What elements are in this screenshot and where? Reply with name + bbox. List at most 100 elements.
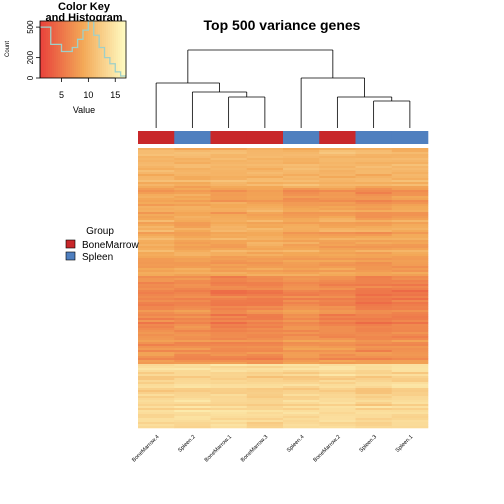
heatmap-cell [319, 348, 356, 351]
heatmap-cell [355, 238, 393, 241]
heatmap-cell [246, 218, 284, 221]
heatmap-cell [355, 186, 393, 189]
heatmap-cell [210, 416, 248, 419]
heatmap-cell [210, 230, 248, 233]
heatmap-cell [319, 352, 356, 355]
heatmap-cell [210, 350, 248, 353]
heatmap-cell [174, 424, 211, 427]
heatmap-cell [319, 238, 356, 241]
heatmap-cell [283, 308, 320, 311]
heatmap-cell [246, 276, 284, 279]
heatmap-cell [319, 218, 356, 221]
heatmap-cell [174, 206, 211, 209]
heatmap-cell [210, 400, 248, 403]
heatmap-cell [319, 246, 356, 249]
heatmap-cell [174, 180, 211, 183]
heatmap-cell [174, 204, 211, 207]
heatmap-cell [210, 316, 248, 319]
heatmap-cell [174, 388, 211, 391]
heatmap-cell [174, 280, 211, 283]
heatmap-cell [246, 182, 284, 185]
heatmap-cell [283, 228, 320, 231]
heatmap-cell [246, 186, 284, 189]
heatmap-cell [138, 392, 175, 395]
heatmap-cell [355, 312, 393, 315]
heatmap-cell [246, 232, 284, 235]
heatmap-cell [355, 412, 393, 415]
heatmap-cell [246, 204, 284, 207]
heatmap-cell [355, 180, 393, 183]
heatmap-cell [138, 342, 175, 345]
heatmap-cell [210, 356, 248, 359]
heatmap-cell [210, 376, 248, 379]
heatmap-cell [174, 366, 211, 369]
heatmap-cell [138, 374, 175, 377]
heatmap-cell [391, 412, 429, 415]
heatmap-cell [283, 238, 320, 241]
heatmap-cell [210, 292, 248, 295]
heatmap-cell [355, 296, 393, 299]
heatmap-cell [210, 396, 248, 399]
heatmap-cell [210, 298, 248, 301]
heatmap-cell [391, 334, 429, 337]
heatmap-cell [138, 312, 175, 315]
heatmap-cell [319, 252, 356, 255]
heatmap-cell [138, 318, 175, 321]
heatmap-cell [174, 276, 211, 279]
heatmap-cell [246, 188, 284, 191]
heatmap-cell [355, 294, 393, 297]
heatmap-cell [319, 230, 356, 233]
heatmap-cell [138, 390, 175, 393]
heatmap-cell [319, 296, 356, 299]
heatmap-cell [283, 264, 320, 267]
heatmap-cell [355, 416, 393, 419]
heatmap-cell [355, 354, 393, 357]
heatmap-cell [355, 248, 393, 251]
heatmap-cell [138, 344, 175, 347]
heatmap-cell [246, 412, 284, 415]
heatmap-cell [355, 346, 393, 349]
heatmap-cell [391, 346, 429, 349]
heatmap-cell [391, 408, 429, 411]
heatmap-cell [283, 402, 320, 405]
heatmap-cell [319, 202, 356, 205]
heatmap-cell [391, 294, 429, 297]
heatmap-cell [246, 406, 284, 409]
heatmap-cell [246, 302, 284, 305]
heatmap-cell [210, 246, 248, 249]
heatmap-cell [246, 348, 284, 351]
legend-swatch-bonemarrow [65, 239, 76, 249]
heatmap-cell [319, 162, 356, 165]
color-key-cell [124, 21, 127, 78]
heatmap-cell [355, 382, 393, 385]
heatmap-cell [283, 154, 320, 157]
heatmap-cell [355, 270, 393, 273]
heatmap-cell [319, 344, 356, 347]
heatmap-cell [246, 282, 284, 285]
heatmap-cell [391, 268, 429, 271]
heatmap-cell [174, 356, 211, 359]
heatmap-cell [391, 328, 429, 331]
heatmap-cell [355, 216, 393, 219]
heatmap-cell [355, 316, 393, 319]
heatmap-cell [246, 340, 284, 343]
heatmap-cell [174, 246, 211, 249]
heatmap-cell [138, 218, 175, 221]
color-key-cell [118, 21, 121, 78]
heatmap-cell [246, 424, 284, 427]
heatmap-cell [210, 402, 248, 405]
heatmap-cell [246, 226, 284, 229]
column-label: BoneMarrow.2 [312, 434, 341, 463]
heatmap-cell [283, 242, 320, 245]
heatmap-cell [355, 336, 393, 339]
heatmap-cell [210, 240, 248, 243]
heatmap-cell [319, 200, 356, 203]
heatmap-cell [355, 274, 393, 277]
heatmap-cell [391, 190, 429, 193]
heatmap-cell [246, 292, 284, 295]
heatmap-cell [283, 324, 320, 327]
heatmap-cell [246, 336, 284, 339]
heatmap-cell [210, 172, 248, 175]
heatmap-cell [246, 394, 284, 397]
heatmap-cell [283, 336, 320, 339]
